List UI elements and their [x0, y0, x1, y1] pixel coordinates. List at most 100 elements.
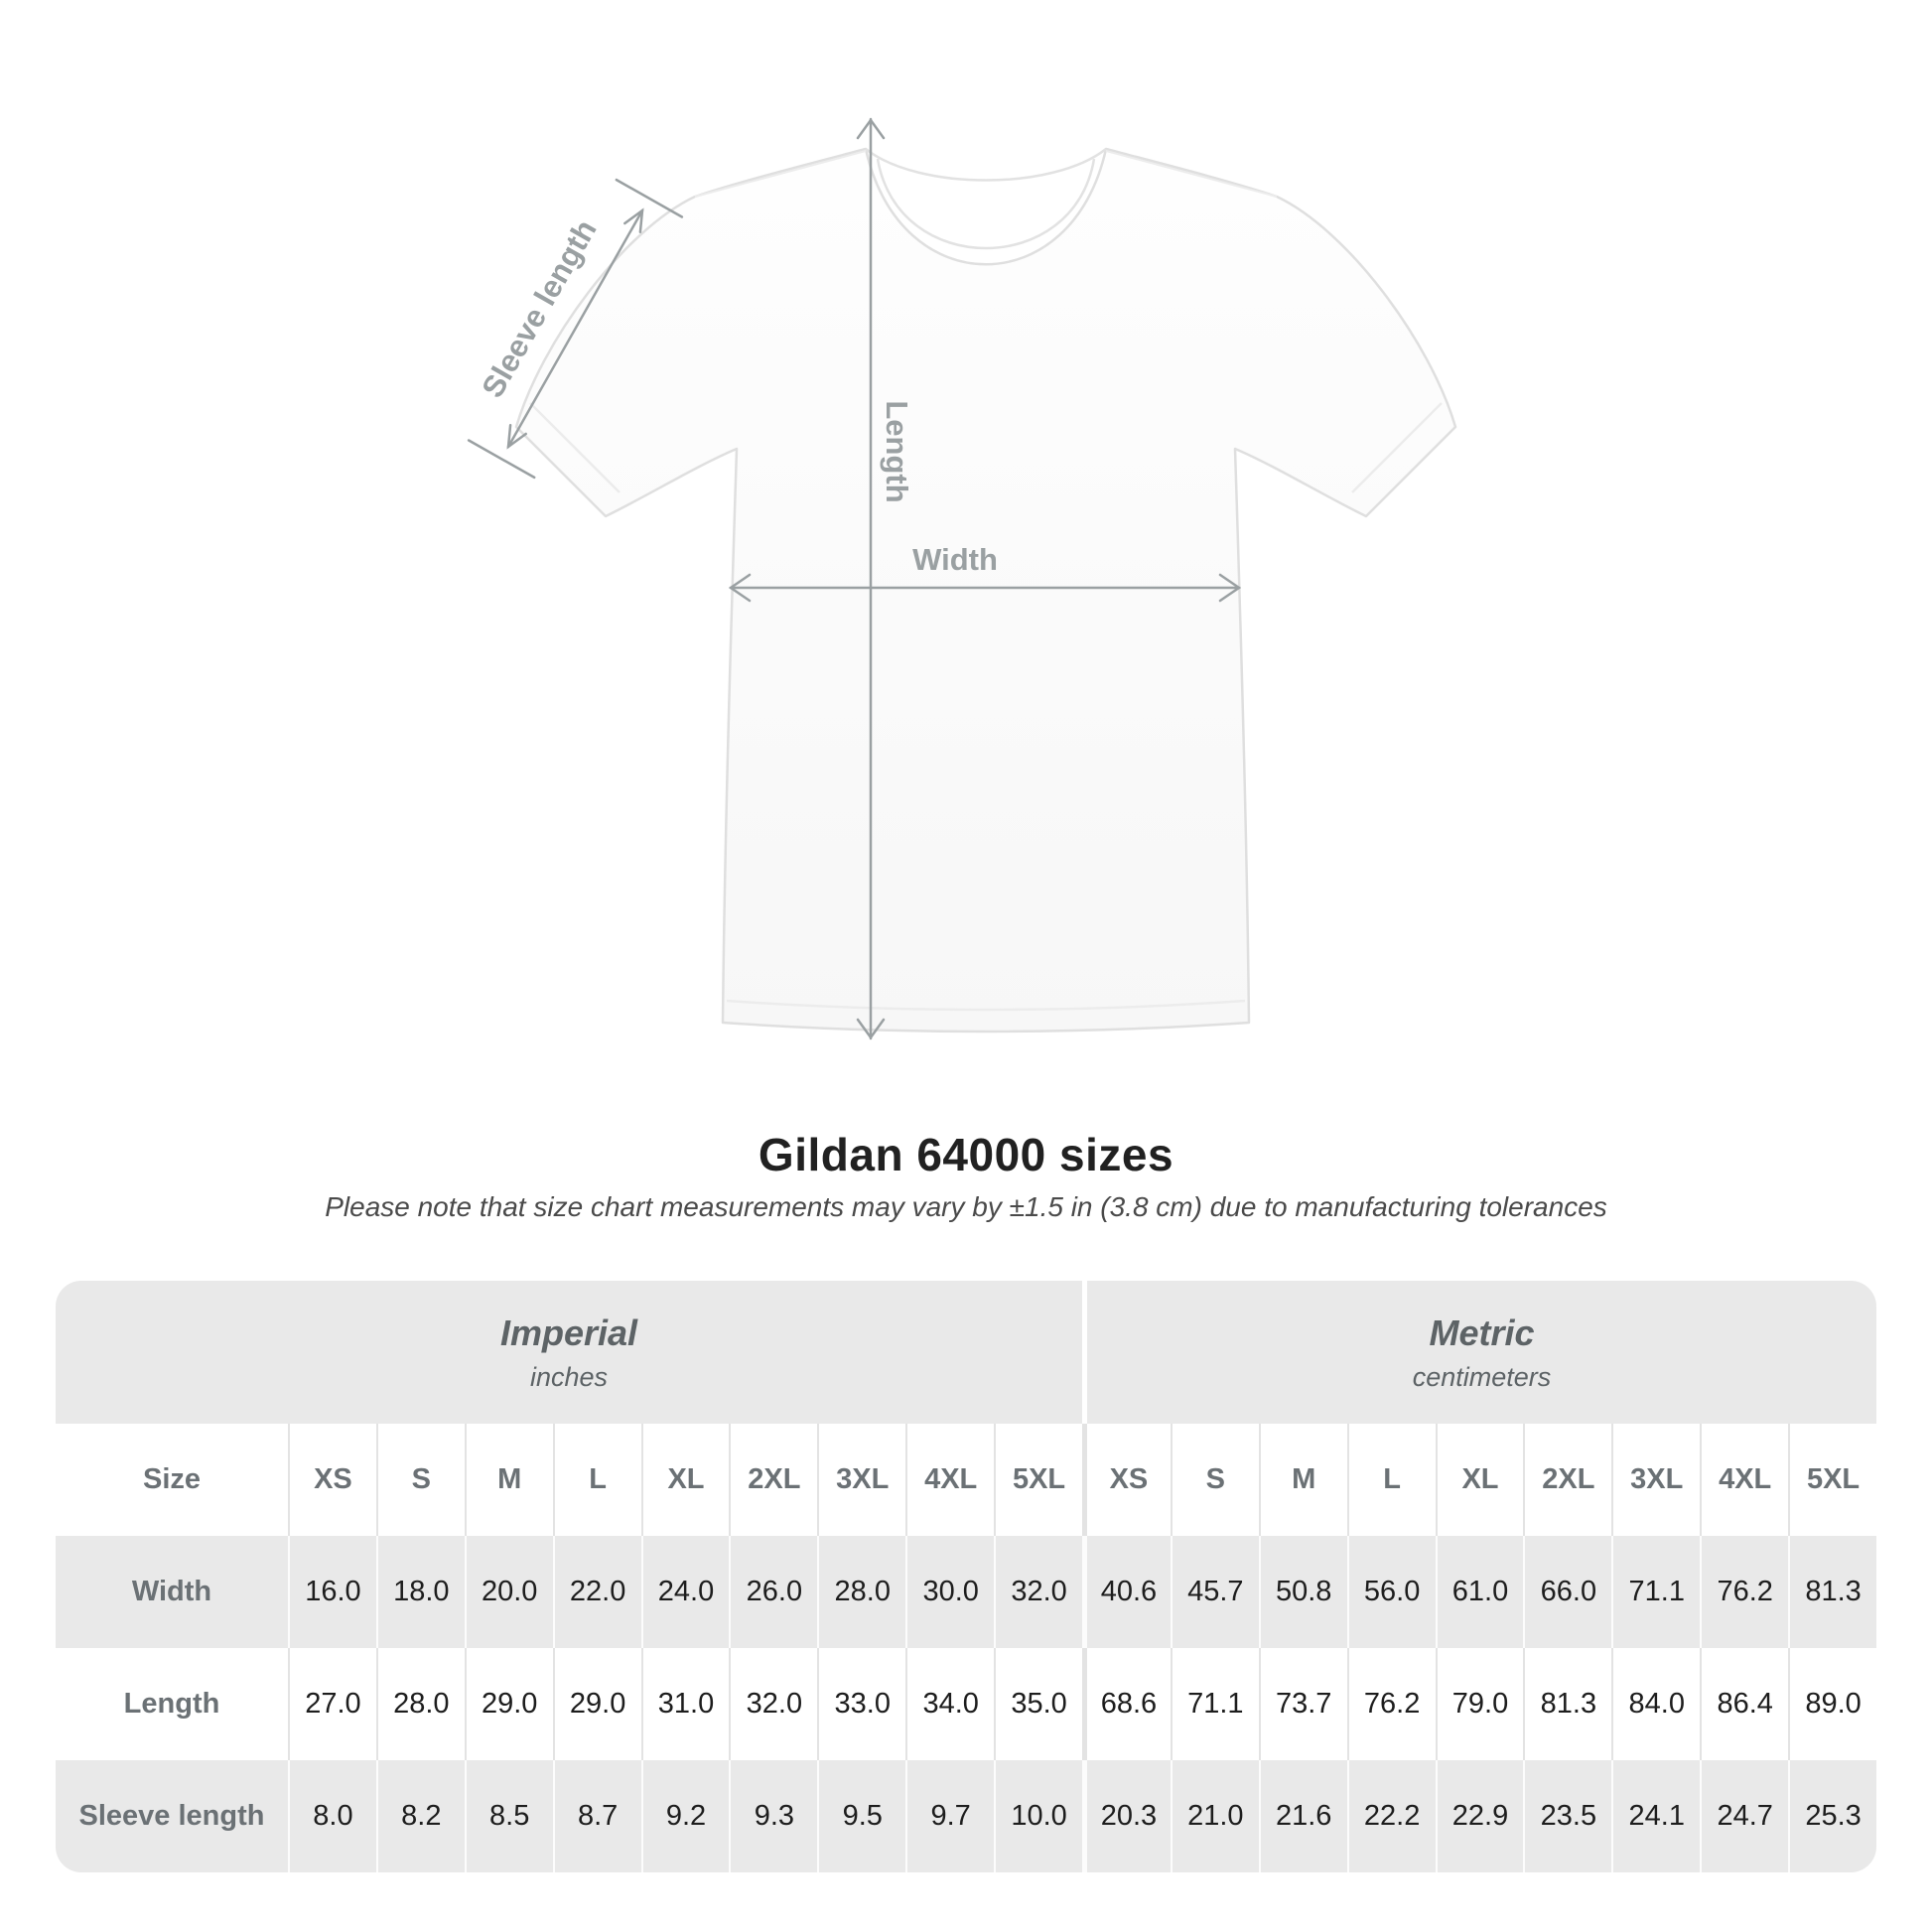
width-arrow — [728, 573, 1242, 603]
size-header-row: Size XS S M L XL 2XL 3XL 4XL 5XL XS S M L XL 2XL 3XL 4XL 5… — [56, 1424, 1876, 1536]
cell-sleeve-length-metric-xl: 22.9 — [1435, 1760, 1524, 1872]
tolerance-note: Please note that size chart measurements… — [325, 1191, 1607, 1222]
cell-length-metric-xl: 79.0 — [1435, 1648, 1524, 1760]
cell-width-imperial-m: 20.0 — [464, 1536, 553, 1648]
cell-sleeve-length-imperial-l: 8.7 — [552, 1760, 641, 1872]
col-header-imperial-m: M — [464, 1424, 553, 1536]
cell-width-metric-xl: 61.0 — [1435, 1536, 1524, 1648]
cell-length-imperial-3xl: 33.0 — [817, 1648, 905, 1760]
col-header-imperial-xs: XS — [288, 1424, 376, 1536]
size-table-rows: Size XS S M L XL 2XL 3XL 4XL 5XL XS S M L XL 2XL 3XL 4XL 5… — [56, 1424, 1876, 1872]
cell-width-imperial-5xl: 32.0 — [994, 1536, 1082, 1648]
cell-width-metric-xs: 40.6 — [1081, 1536, 1171, 1648]
cell-width-imperial-xl: 24.0 — [640, 1536, 730, 1648]
cell-width-metric-3xl: 71.1 — [1611, 1536, 1700, 1648]
cell-sleeve-length-imperial-3xl: 9.5 — [817, 1760, 905, 1872]
cell-length-metric-m: 73.7 — [1258, 1648, 1347, 1760]
cell-sleeve-length-metric-2xl: 23.5 — [1523, 1760, 1611, 1872]
col-header-metric-4xl: 4XL — [1700, 1424, 1788, 1536]
cell-sleeve-length-metric-5xl: 25.3 — [1788, 1760, 1876, 1872]
tshirt-seams — [529, 148, 1443, 1012]
table-row-length: Length 27.0 28.0 29.0 29.0 31.0 32.0 33.0 34.0 35… — [56, 1648, 1876, 1760]
cell-sleeve-length-imperial-2xl: 9.3 — [729, 1760, 817, 1872]
cell-length-metric-s: 71.1 — [1170, 1648, 1259, 1760]
col-header-imperial-l: L — [552, 1424, 641, 1536]
metric-label: Metric — [1429, 1311, 1535, 1353]
metric-group-header: Metric centimeters — [1087, 1281, 1876, 1424]
cell-length-metric-5xl: 89.0 — [1788, 1648, 1876, 1760]
cell-sleeve-length-metric-xs: 20.3 — [1081, 1760, 1171, 1872]
cell-width-metric-m: 50.8 — [1258, 1536, 1347, 1648]
length-arrow — [856, 117, 886, 1040]
table-row-sleeve-length: Sleeve length 8.0 8.2 8.5 8.7 9.2 9.3 9.5 9.7 10.… — [56, 1760, 1876, 1872]
cell-width-imperial-l: 22.0 — [552, 1536, 641, 1648]
row-label: Length — [123, 1688, 220, 1720]
size-table: Imperial inches Metric centimeters Size X… — [56, 1281, 1876, 1872]
cell-width-imperial-xs: 16.0 — [288, 1536, 376, 1648]
cell-length-imperial-s: 28.0 — [375, 1648, 465, 1760]
cell-width-metric-s: 45.7 — [1170, 1536, 1259, 1648]
col-header-metric-l: L — [1346, 1424, 1436, 1536]
cell-sleeve-length-imperial-4xl: 9.7 — [905, 1760, 994, 1872]
cell-length-imperial-5xl: 35.0 — [994, 1648, 1082, 1760]
cell-length-metric-l: 76.2 — [1346, 1648, 1436, 1760]
width-label: Width — [912, 542, 998, 577]
size-column-header: Size — [142, 1463, 202, 1495]
col-header-imperial-s: S — [375, 1424, 465, 1536]
row-label: Width — [131, 1576, 212, 1607]
cell-length-imperial-l: 29.0 — [552, 1648, 641, 1760]
cell-width-metric-l: 56.0 — [1346, 1536, 1436, 1648]
cell-width-imperial-3xl: 28.0 — [817, 1536, 905, 1648]
cell-sleeve-length-metric-l: 22.2 — [1346, 1760, 1436, 1872]
tshirt-diagram: Width Length Sleeve length — [467, 117, 1457, 1040]
col-header-metric-2xl: 2XL — [1523, 1424, 1611, 1536]
imperial-label: Imperial — [499, 1311, 638, 1353]
cell-sleeve-length-imperial-s: 8.2 — [375, 1760, 465, 1872]
cell-sleeve-length-metric-m: 21.6 — [1258, 1760, 1347, 1872]
cell-sleeve-length-imperial-xs: 8.0 — [288, 1760, 376, 1872]
cell-width-imperial-s: 18.0 — [375, 1536, 465, 1648]
cell-sleeve-length-metric-s: 21.0 — [1170, 1760, 1259, 1872]
imperial-group-header: Imperial inches — [56, 1281, 1082, 1424]
cell-sleeve-length-metric-4xl: 24.7 — [1700, 1760, 1788, 1872]
cell-length-metric-4xl: 86.4 — [1700, 1648, 1788, 1760]
sleeve-length-arrow — [467, 178, 684, 480]
col-header-metric-3xl: 3XL — [1611, 1424, 1700, 1536]
cell-length-metric-xs: 68.6 — [1081, 1648, 1171, 1760]
cell-width-imperial-2xl: 26.0 — [729, 1536, 817, 1648]
col-header-imperial-4xl: 4XL — [905, 1424, 994, 1536]
col-header-imperial-3xl: 3XL — [817, 1424, 905, 1536]
cell-width-imperial-4xl: 30.0 — [905, 1536, 994, 1648]
cell-length-imperial-2xl: 32.0 — [729, 1648, 817, 1760]
col-header-metric-s: S — [1170, 1424, 1259, 1536]
cell-width-metric-2xl: 66.0 — [1523, 1536, 1611, 1648]
page-title: Gildan 64000 sizes — [758, 1129, 1174, 1180]
cell-length-metric-2xl: 81.3 — [1523, 1648, 1611, 1760]
cell-length-imperial-xs: 27.0 — [288, 1648, 376, 1760]
cell-width-metric-5xl: 81.3 — [1788, 1536, 1876, 1648]
col-header-metric-m: M — [1258, 1424, 1347, 1536]
col-header-metric-5xl: 5XL — [1788, 1424, 1876, 1536]
row-label: Sleeve length — [78, 1800, 265, 1832]
cell-length-imperial-xl: 31.0 — [640, 1648, 730, 1760]
cell-sleeve-length-imperial-m: 8.5 — [464, 1760, 553, 1872]
table-row-width: Width 16.0 18.0 20.0 22.0 24.0 26.0 28.0 30.0 32.… — [56, 1536, 1876, 1648]
cell-length-imperial-4xl: 34.0 — [905, 1648, 994, 1760]
col-header-imperial-2xl: 2XL — [729, 1424, 817, 1536]
metric-unit: centimeters — [1412, 1361, 1552, 1392]
cell-sleeve-length-imperial-5xl: 10.0 — [994, 1760, 1082, 1872]
cell-length-metric-3xl: 84.0 — [1611, 1648, 1700, 1760]
col-header-imperial-xl: XL — [640, 1424, 730, 1536]
length-label: Length — [880, 400, 914, 502]
imperial-unit: inches — [529, 1361, 609, 1392]
cell-sleeve-length-imperial-xl: 9.2 — [640, 1760, 730, 1872]
col-header-metric-xl: XL — [1435, 1424, 1524, 1536]
unit-group-header-row: Imperial inches Metric centimeters — [56, 1281, 1876, 1424]
cell-length-imperial-m: 29.0 — [464, 1648, 553, 1760]
col-header-metric-xs: XS — [1081, 1424, 1171, 1536]
cell-width-metric-4xl: 76.2 — [1700, 1536, 1788, 1648]
tshirt-graphic — [514, 147, 1457, 1034]
col-header-imperial-5xl: 5XL — [994, 1424, 1082, 1536]
cell-sleeve-length-metric-3xl: 24.1 — [1611, 1760, 1700, 1872]
